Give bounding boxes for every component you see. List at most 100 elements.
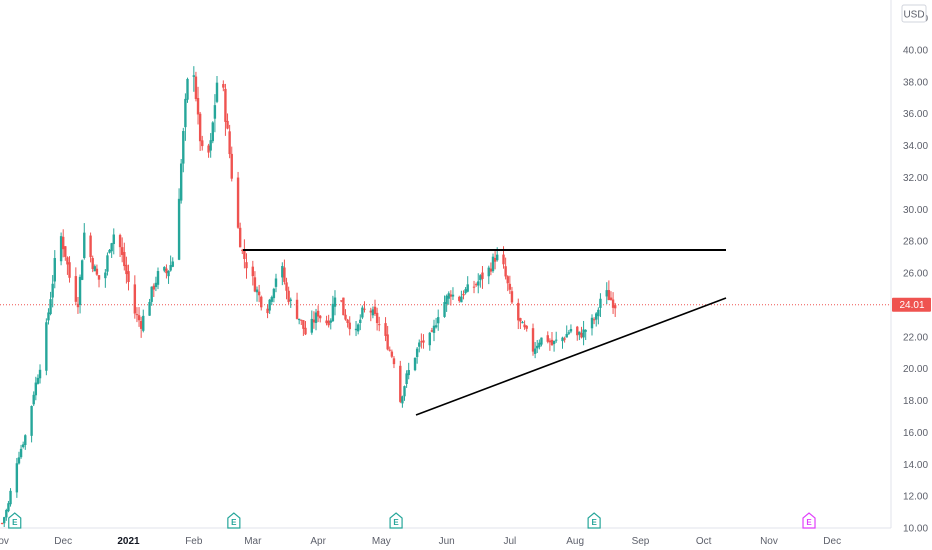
price-axis[interactable]: 10.0012.0014.0016.0018.0020.0022.0024.00…: [903, 14, 928, 535]
candle-body: [491, 256, 495, 272]
candle-body: [392, 358, 396, 365]
candle-body: [251, 266, 255, 277]
candle-body: [369, 310, 372, 313]
candle-body: [228, 131, 231, 155]
candle-body: [506, 276, 509, 284]
candle-body: [32, 394, 35, 405]
candle-body: [224, 88, 227, 122]
price-tick-label: 18.00: [903, 396, 928, 407]
earnings-event-icon[interactable]: E: [389, 512, 403, 529]
candle-body: [123, 252, 126, 267]
candle-body: [236, 177, 240, 228]
candle-body: [314, 312, 318, 323]
candle-body: [120, 247, 124, 255]
candle-body: [464, 289, 467, 294]
candle-body: [449, 294, 453, 297]
svg-text:E: E: [393, 518, 399, 527]
candle-body: [466, 284, 469, 292]
candle-body: [508, 283, 512, 290]
candle-body: [51, 283, 54, 298]
candle-body: [243, 249, 246, 259]
earnings-event-icon[interactable]: E: [587, 512, 601, 529]
candle-body: [9, 490, 12, 505]
candle-body: [285, 282, 288, 291]
price-tick-label: 36.00: [903, 109, 928, 120]
candle-body: [361, 307, 364, 318]
candle-body: [209, 140, 212, 151]
candle-body: [504, 266, 507, 277]
candle-body: [163, 267, 166, 271]
candle-body: [53, 258, 56, 282]
earnings-event-icon[interactable]: E: [8, 512, 22, 529]
time-tick-label: Feb: [185, 536, 203, 547]
candle-body: [137, 315, 141, 321]
candle-body: [238, 227, 242, 248]
candle-body: [127, 271, 130, 283]
candle-body: [563, 338, 566, 340]
svg-text:E: E: [591, 518, 597, 527]
time-tick-label: Jun: [439, 536, 455, 547]
candle-body: [430, 330, 434, 332]
candle-body: [316, 310, 320, 317]
candle-body: [580, 332, 583, 338]
candle-body: [418, 342, 421, 347]
candle-body: [142, 315, 145, 331]
candle-body: [510, 291, 514, 303]
candle-body: [300, 319, 303, 321]
candle-body: [19, 448, 23, 458]
earnings-event-icon[interactable]: E: [227, 512, 241, 529]
candle-body: [597, 309, 600, 317]
candle-body: [171, 261, 174, 267]
candle-body: [110, 243, 113, 252]
candle-body: [525, 325, 528, 329]
candle-body: [399, 365, 402, 402]
time-axis[interactable]: Nov Dec 2021 Feb Mar Apr May Jun Jul Aug Sep Oct Nov…: [0, 536, 841, 547]
candle-body: [93, 266, 97, 272]
candle-body: [413, 357, 417, 371]
candle-body: [445, 295, 448, 305]
candle-body: [493, 257, 497, 262]
candle-body: [333, 297, 337, 307]
candle-body: [268, 299, 271, 311]
candle-body: [165, 268, 168, 274]
candle-body: [595, 313, 598, 320]
candle-body: [578, 331, 581, 335]
time-tick-label: Oct: [696, 536, 712, 547]
candle-body: [125, 264, 128, 275]
triangle-drawing[interactable]: [243, 249, 727, 416]
candle-body: [548, 340, 552, 343]
price-tick-label: 14.00: [903, 460, 928, 471]
candle-body: [388, 349, 391, 351]
candle-body: [245, 262, 248, 269]
candle-body: [59, 236, 63, 262]
last-price-label: 24.01: [892, 297, 931, 312]
candle-body: [201, 140, 204, 147]
svg-text:E: E: [806, 518, 812, 527]
candle-body: [550, 339, 554, 345]
candle-body: [253, 277, 257, 292]
candle-body: [584, 330, 587, 332]
candle-body: [472, 286, 476, 288]
candle-body: [310, 318, 314, 333]
support-trendline[interactable]: [415, 297, 727, 416]
svg-text:E: E: [12, 518, 18, 527]
candle-body: [24, 435, 27, 446]
candle-body: [148, 301, 151, 316]
earnings-event-icon[interactable]: E: [802, 512, 816, 529]
candle-body: [272, 288, 276, 299]
candle-body: [477, 281, 480, 286]
candle-body: [354, 328, 358, 331]
candle-body: [3, 517, 6, 524]
currency-badge[interactable]: USD: [901, 4, 927, 23]
candle-body: [443, 302, 446, 317]
candle-body: [7, 503, 10, 512]
candle-body: [523, 324, 526, 328]
candle-body: [80, 260, 84, 280]
candle-body: [447, 293, 450, 299]
candle-body: [226, 120, 229, 129]
time-tick-label: Apr: [310, 536, 326, 547]
candle-body: [89, 235, 92, 258]
price-tick-label: 34.00: [903, 141, 928, 152]
